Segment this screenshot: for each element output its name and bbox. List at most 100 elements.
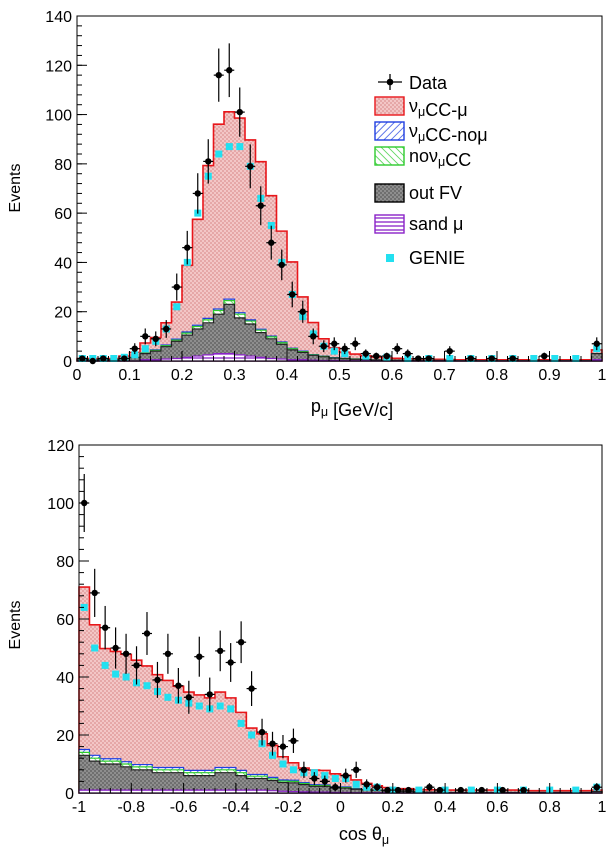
top-data-point [150,331,161,347]
top-genie-point [236,143,244,151]
legend-swatch-signal [374,96,405,116]
top-data-point [413,355,424,362]
bottom-data-point [236,621,247,664]
top-data-point [161,320,172,338]
legend-item-nomu: νμCC-noμ [374,121,488,145]
bottom-data-point [100,605,111,650]
top-data-point [77,355,88,362]
top-data-point [140,328,151,345]
top-frame [76,15,603,362]
top-data-point [255,186,266,226]
bottom-xtick-label: -1 [72,799,86,816]
bottom-genie-point [122,673,130,681]
bottom-xlabel: cos θμ [339,824,389,847]
top-genie-point [131,351,139,359]
top-genie-point [404,355,412,362]
bottom-data-point [288,728,299,753]
legend-label-genie: GENIE [409,248,465,268]
bottom-genie-point [352,780,360,788]
top-data-point [465,355,476,362]
bottom-ytick-label: 20 [56,728,74,745]
bottom-xtick-label: 0.2 [382,799,404,816]
panel-bottom: 0 20 40 60 80 100 120 -1 -0.8 -0.6 -0.4 -0.2 0 0.2 0.4… [7,438,607,847]
top-xtick-label: 0.9 [538,367,560,384]
top-data-point [287,281,298,308]
bottom-data-point [257,718,268,746]
top-ytick-label: 80 [54,157,72,174]
top-genie-point [330,347,338,355]
top-data-point [339,343,350,355]
bottom-genie-point [112,670,120,678]
legend-swatch-nomu [374,121,405,141]
top-data-point [444,346,455,357]
bottom-data-point [319,775,330,788]
bottom-data-point [110,627,121,669]
panel-top: 0 20 40 60 80 100 120 140 0 0.1 0.2 0.3 0.4 0.5 0.6 0.7… [7,9,607,420]
bottom-data-point [204,677,215,712]
top-data-point [171,273,182,301]
bottom-genie-point [237,719,245,727]
top-data-point [329,337,340,351]
bottom-stack-signal [78,586,603,794]
bottom-data-point [246,671,257,706]
top-xtick-label: 0.7 [433,367,455,384]
bottom-genie-point [572,786,580,794]
bottom-plot-area [78,474,603,794]
legend-label-nocc: noνμCC [409,146,471,170]
top-axes: 0 20 40 60 80 100 120 140 0 0.1 0.2 0.3 0.4 0.5 0.6 0.7… [45,9,606,384]
top-genie-point [530,355,538,362]
top-xtick-label: 0.4 [276,367,298,384]
bottom-data-point [382,786,393,794]
top-genie-point [110,355,118,362]
bottom-data-point [277,735,288,759]
bottom-genie-point [279,760,287,768]
bottom-data-point [89,568,100,617]
legend-label-outfv: out FV [409,183,462,203]
bottom-data-point [403,786,414,794]
legend-item-outfv: out FV [374,183,462,203]
bottom-genie-point [289,766,297,774]
bottom-data-point [131,646,142,685]
top-data-point [423,355,434,362]
bottom-ytick-label: 80 [56,554,74,571]
bottom-xtick-label: 1 [598,799,607,816]
top-xtick-label: 0.8 [486,367,508,384]
top-xtick-label: 0.6 [381,367,403,384]
top-xtick-label: 0.3 [223,367,245,384]
top-stack-signal [76,111,603,362]
bottom-data-point [372,783,383,792]
top-data-point [203,139,214,184]
top-data-point [308,328,319,345]
bottom-data-point [476,786,487,794]
bottom-ytick-label: 40 [56,670,74,687]
top-data-point [371,352,382,360]
top-ytick-label: 100 [45,108,72,125]
top-data-point [182,230,193,265]
bottom-genie-point [216,702,224,710]
bottom-xtick-label: 0.4 [434,799,456,816]
bottom-data-point [393,786,404,794]
bottom-xtick-label: -0.4 [222,799,250,816]
bottom-data-point [361,779,372,790]
top-xtick-label: 1 [598,367,607,384]
legend-item-genie: GENIE [386,248,465,268]
bottom-data-point [434,786,445,794]
bottom-data-point [424,783,435,792]
top-genie-point [141,345,149,353]
top-xtick-label: 0.2 [171,367,193,384]
bottom-genie-point [164,693,172,701]
top-data-point [129,343,140,355]
top-data-point [486,355,497,362]
bottom-genie-point [415,786,423,794]
legend-item-sand: sand μ [374,214,463,234]
top-data-point [591,337,602,351]
legend-label-signal: νμCC-μ [409,96,468,120]
bottom-xtick-label: -0.6 [170,799,198,816]
bottom-xtick-label: 0.8 [539,799,561,816]
bottom-ytick-label: 120 [47,438,74,455]
top-data-point [381,352,392,360]
bottom-data-point [298,761,309,778]
top-data-point [350,337,361,351]
top-data-point [192,173,203,214]
